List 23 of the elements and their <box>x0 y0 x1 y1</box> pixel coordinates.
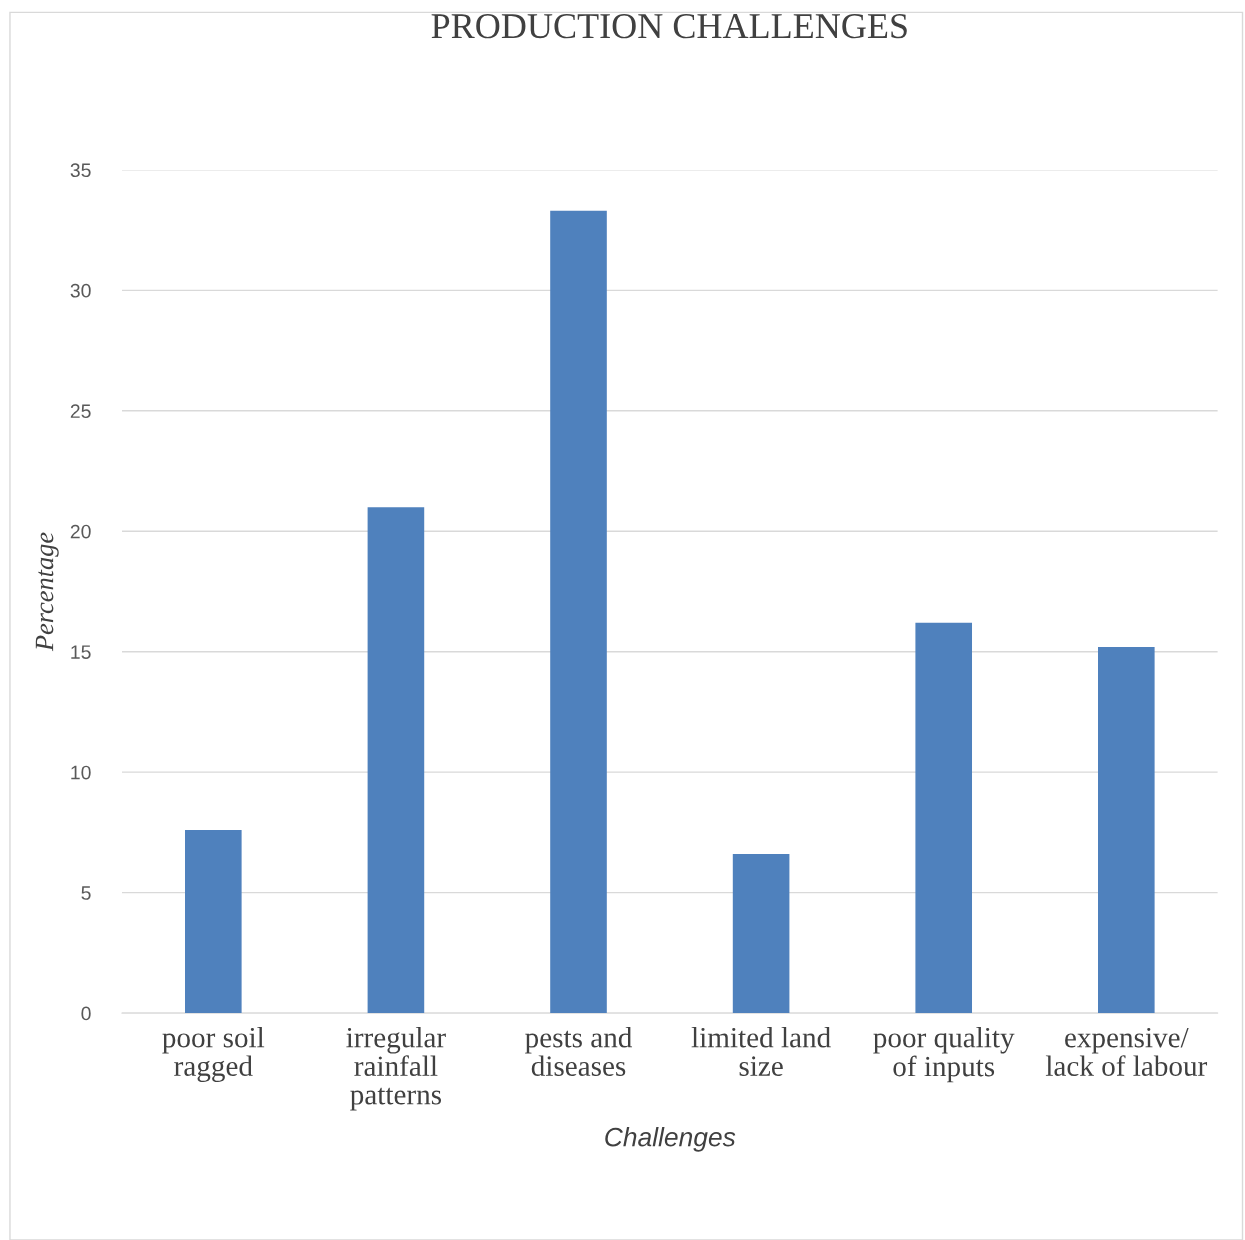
x-tick-label: pests and diseases <box>525 1026 633 1076</box>
y-tick-label: 5 <box>81 886 91 900</box>
y-axis-title: Percentage <box>35 532 59 652</box>
bar <box>1098 646 1155 1014</box>
bar <box>185 829 242 1014</box>
chart-title: PRODUCTION CHALLENGES <box>431 14 907 39</box>
y-tick-label: 15 <box>71 645 91 659</box>
y-tick-label: 0 <box>81 1006 91 1021</box>
bar <box>367 507 425 1014</box>
x-tick-label: poor soil ragged <box>162 1026 265 1082</box>
y-tick-label: 25 <box>70 404 91 419</box>
bar <box>915 622 973 1014</box>
y-tick-label: 10 <box>71 765 91 780</box>
x-tick-label: expensive/ lack of labour <box>1045 1027 1208 1076</box>
x-tick-label: poor quality of inputs <box>873 1026 1015 1083</box>
bar <box>550 210 607 1014</box>
y-tick-label: 20 <box>70 524 91 539</box>
y-tick-label: 30 <box>70 283 91 298</box>
x-tick-label: limited land size <box>691 1026 831 1076</box>
bar <box>732 854 790 1014</box>
x-axis-title: Challenges <box>605 1127 736 1152</box>
y-tick-label: 35 <box>70 163 91 178</box>
x-tick-label: irregular rainfall patterns <box>346 1026 446 1111</box>
